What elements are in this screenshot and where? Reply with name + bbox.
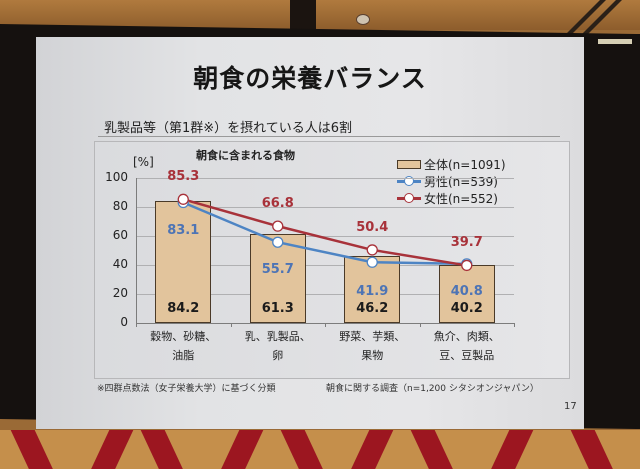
female-value-label: 50.4: [356, 219, 389, 235]
gridline: [136, 236, 514, 237]
gridline: [136, 178, 514, 179]
male-value-label: 40.8: [450, 283, 483, 299]
bar-all: [155, 200, 212, 323]
backdrop-pattern: [0, 430, 640, 469]
y-tick-label: 0: [120, 315, 128, 329]
female-value-label: 66.8: [261, 196, 294, 212]
y-tick-label: 60: [112, 228, 128, 242]
gridline: [136, 207, 514, 208]
male-value-label: 55.7: [261, 262, 294, 278]
legend-item-female: 女性(n=552): [397, 190, 506, 207]
x-tick: [136, 323, 137, 327]
bar-value-label: 61.3: [261, 301, 294, 316]
slide: 朝食の栄養バランス 乳製品等（第1群※）を摂れている人は6割 朝食に含まれる食物…: [36, 37, 584, 429]
slide-subtitle: 乳製品等（第1群※）を摂れている人は6割: [104, 121, 353, 136]
y-tick-label: 100: [105, 170, 128, 184]
ceiling-light-icon: [356, 14, 370, 25]
x-category-label: 乳、乳製品、卵: [244, 330, 311, 362]
slide-title: 朝食の栄養バランス: [193, 64, 427, 93]
female-value-label: 85.3: [167, 169, 200, 185]
female-value-label: 39.7: [450, 235, 483, 251]
line-series: [177, 193, 473, 272]
y-tick-label: 40: [112, 257, 128, 271]
x-category-label: 魚介、肉類、 豆、豆製品: [433, 330, 500, 362]
x-tick: [230, 323, 232, 327]
y-tick-label: 80: [112, 199, 128, 213]
y-axis: [136, 178, 137, 323]
footnote: ※四群点数法（女子栄養大学）に基づく分類: [97, 384, 276, 394]
x-category-label: 穀物、砂糖、 油脂: [150, 330, 217, 362]
chart-title: 朝食に含まれる食物: [196, 149, 295, 162]
y-axis-unit: [%]: [133, 155, 154, 169]
gridline: [136, 265, 514, 266]
page-number: 17: [564, 401, 577, 412]
line-marker-icon: [397, 193, 421, 203]
bar-all: [249, 234, 306, 323]
monitor-label: [598, 39, 632, 44]
bar-value-label: 46.2: [356, 301, 389, 316]
line-marker-icon: [397, 176, 421, 186]
x-tick: [514, 323, 515, 327]
legend-item-all: 全体(n=1091): [397, 156, 506, 173]
ceiling-beam: [290, 0, 316, 30]
x-category-label: 野菜、芋類、 果物: [339, 330, 406, 362]
bar-swatch-icon: [397, 160, 421, 169]
male-value-label: 83.1: [167, 222, 200, 238]
male-value-label: 41.9: [356, 284, 389, 300]
gridline: [136, 294, 514, 295]
bar-value-label: 84.2: [167, 301, 200, 316]
x-tick: [419, 323, 421, 327]
bar-value-label: 40.2: [450, 301, 483, 316]
y-tick-label: 20: [112, 286, 128, 300]
x-tick: [325, 323, 326, 327]
subtitle-divider: [98, 136, 560, 137]
source-note: 朝食に関する調査（n=1,200 シタシオンジャパン）: [326, 384, 539, 394]
